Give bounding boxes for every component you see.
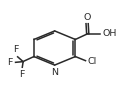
Text: O: O (83, 13, 91, 22)
Text: N: N (51, 68, 58, 77)
Text: Cl: Cl (87, 57, 96, 66)
Text: OH: OH (102, 29, 116, 38)
Text: F: F (13, 45, 19, 54)
Text: F: F (7, 58, 12, 67)
Text: F: F (19, 70, 25, 79)
